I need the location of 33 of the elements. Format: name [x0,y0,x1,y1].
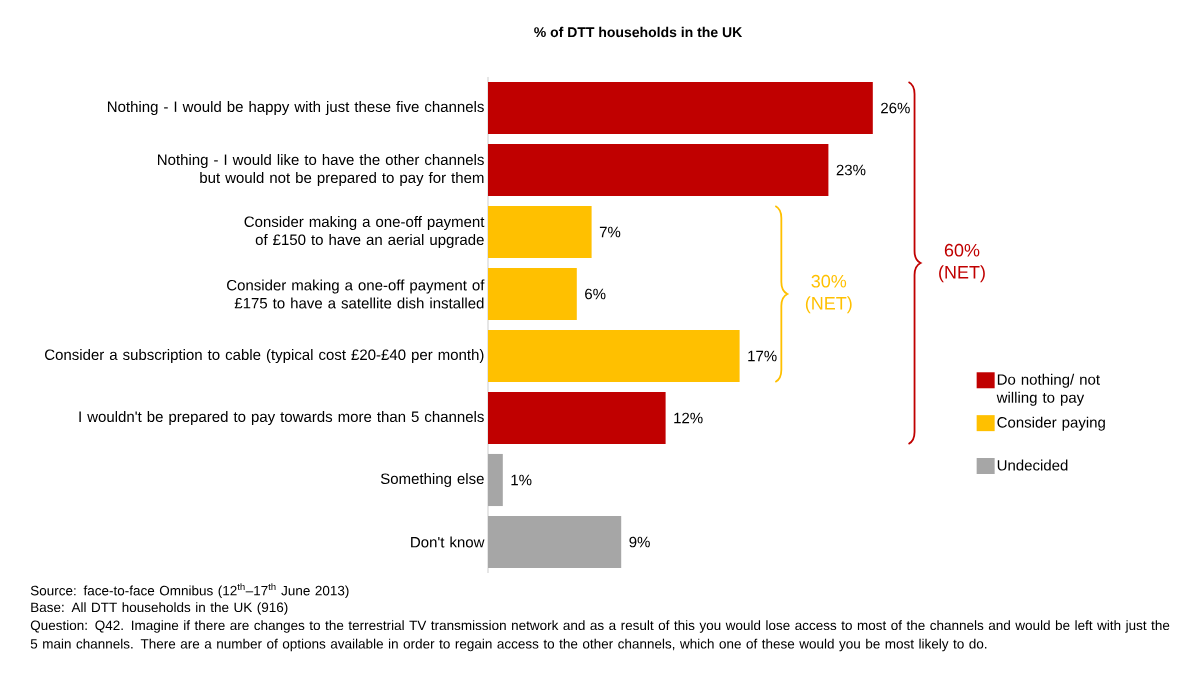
data-label: 7% [599,226,621,238]
text: Question: Q42. Imagine if there are changes to the terrestrial TV transmission network and as a result of this you would lose access to most of the channels and would be left with just the 5 main channels. There are a number of options available in order to regain access to the other channels, which one of these would you be most likely to do. [30,620,1170,652]
y-tick-label: Consider making a one-off payment of £150 to have an aerial upgrade [244,216,485,248]
text: 60% (NET) [939,243,985,283]
data-label: 26% [881,102,910,114]
data-label: 23% [836,164,866,176]
annotation: 30% (NET) [805,274,852,314]
legend-label: Do nothing/ not willing to pay [996,373,1100,406]
bar [488,267,577,321]
legend-label: Consider paying [997,416,1105,431]
y-tick-label: Something else [380,473,484,487]
bar [488,453,503,507]
legend-label: Undecided [997,459,1068,471]
text: Base: All DTT households in the UK (916) [31,602,288,615]
bar [488,391,666,445]
y-tick-label: Consider a subscription to cable (typical cost £20-£40 per month) [45,349,484,363]
bar [488,143,829,197]
data-label: 1% [511,474,532,486]
data-label: 6% [585,288,606,300]
y-tick-label: Consider making a one-off payment of £175 to have a satellite dish installed [227,279,485,309]
y-tick-label: Nothing - I would like to have the other channels but would not be prepared to pay for them [158,154,484,186]
source-note: Source: face-to-face Omnibus (12$^{th}$–17$^{th}$ June 2013) [30,583,349,599]
data-label: 17% [748,350,777,362]
bar [488,205,592,259]
bar [488,81,873,135]
chart-title: % of DTT households in the UK [534,26,743,38]
data-label: 9% [629,536,650,548]
bar [488,329,740,383]
y-tick-label: Don't know [411,536,485,548]
y-tick-label: I wouldn't be prepared to pay towards more than 5 channels [79,411,484,425]
bar [488,515,622,569]
data-label: 12% [674,412,703,424]
y-tick-label: Nothing - I would be happy with just these five channels [107,101,484,115]
